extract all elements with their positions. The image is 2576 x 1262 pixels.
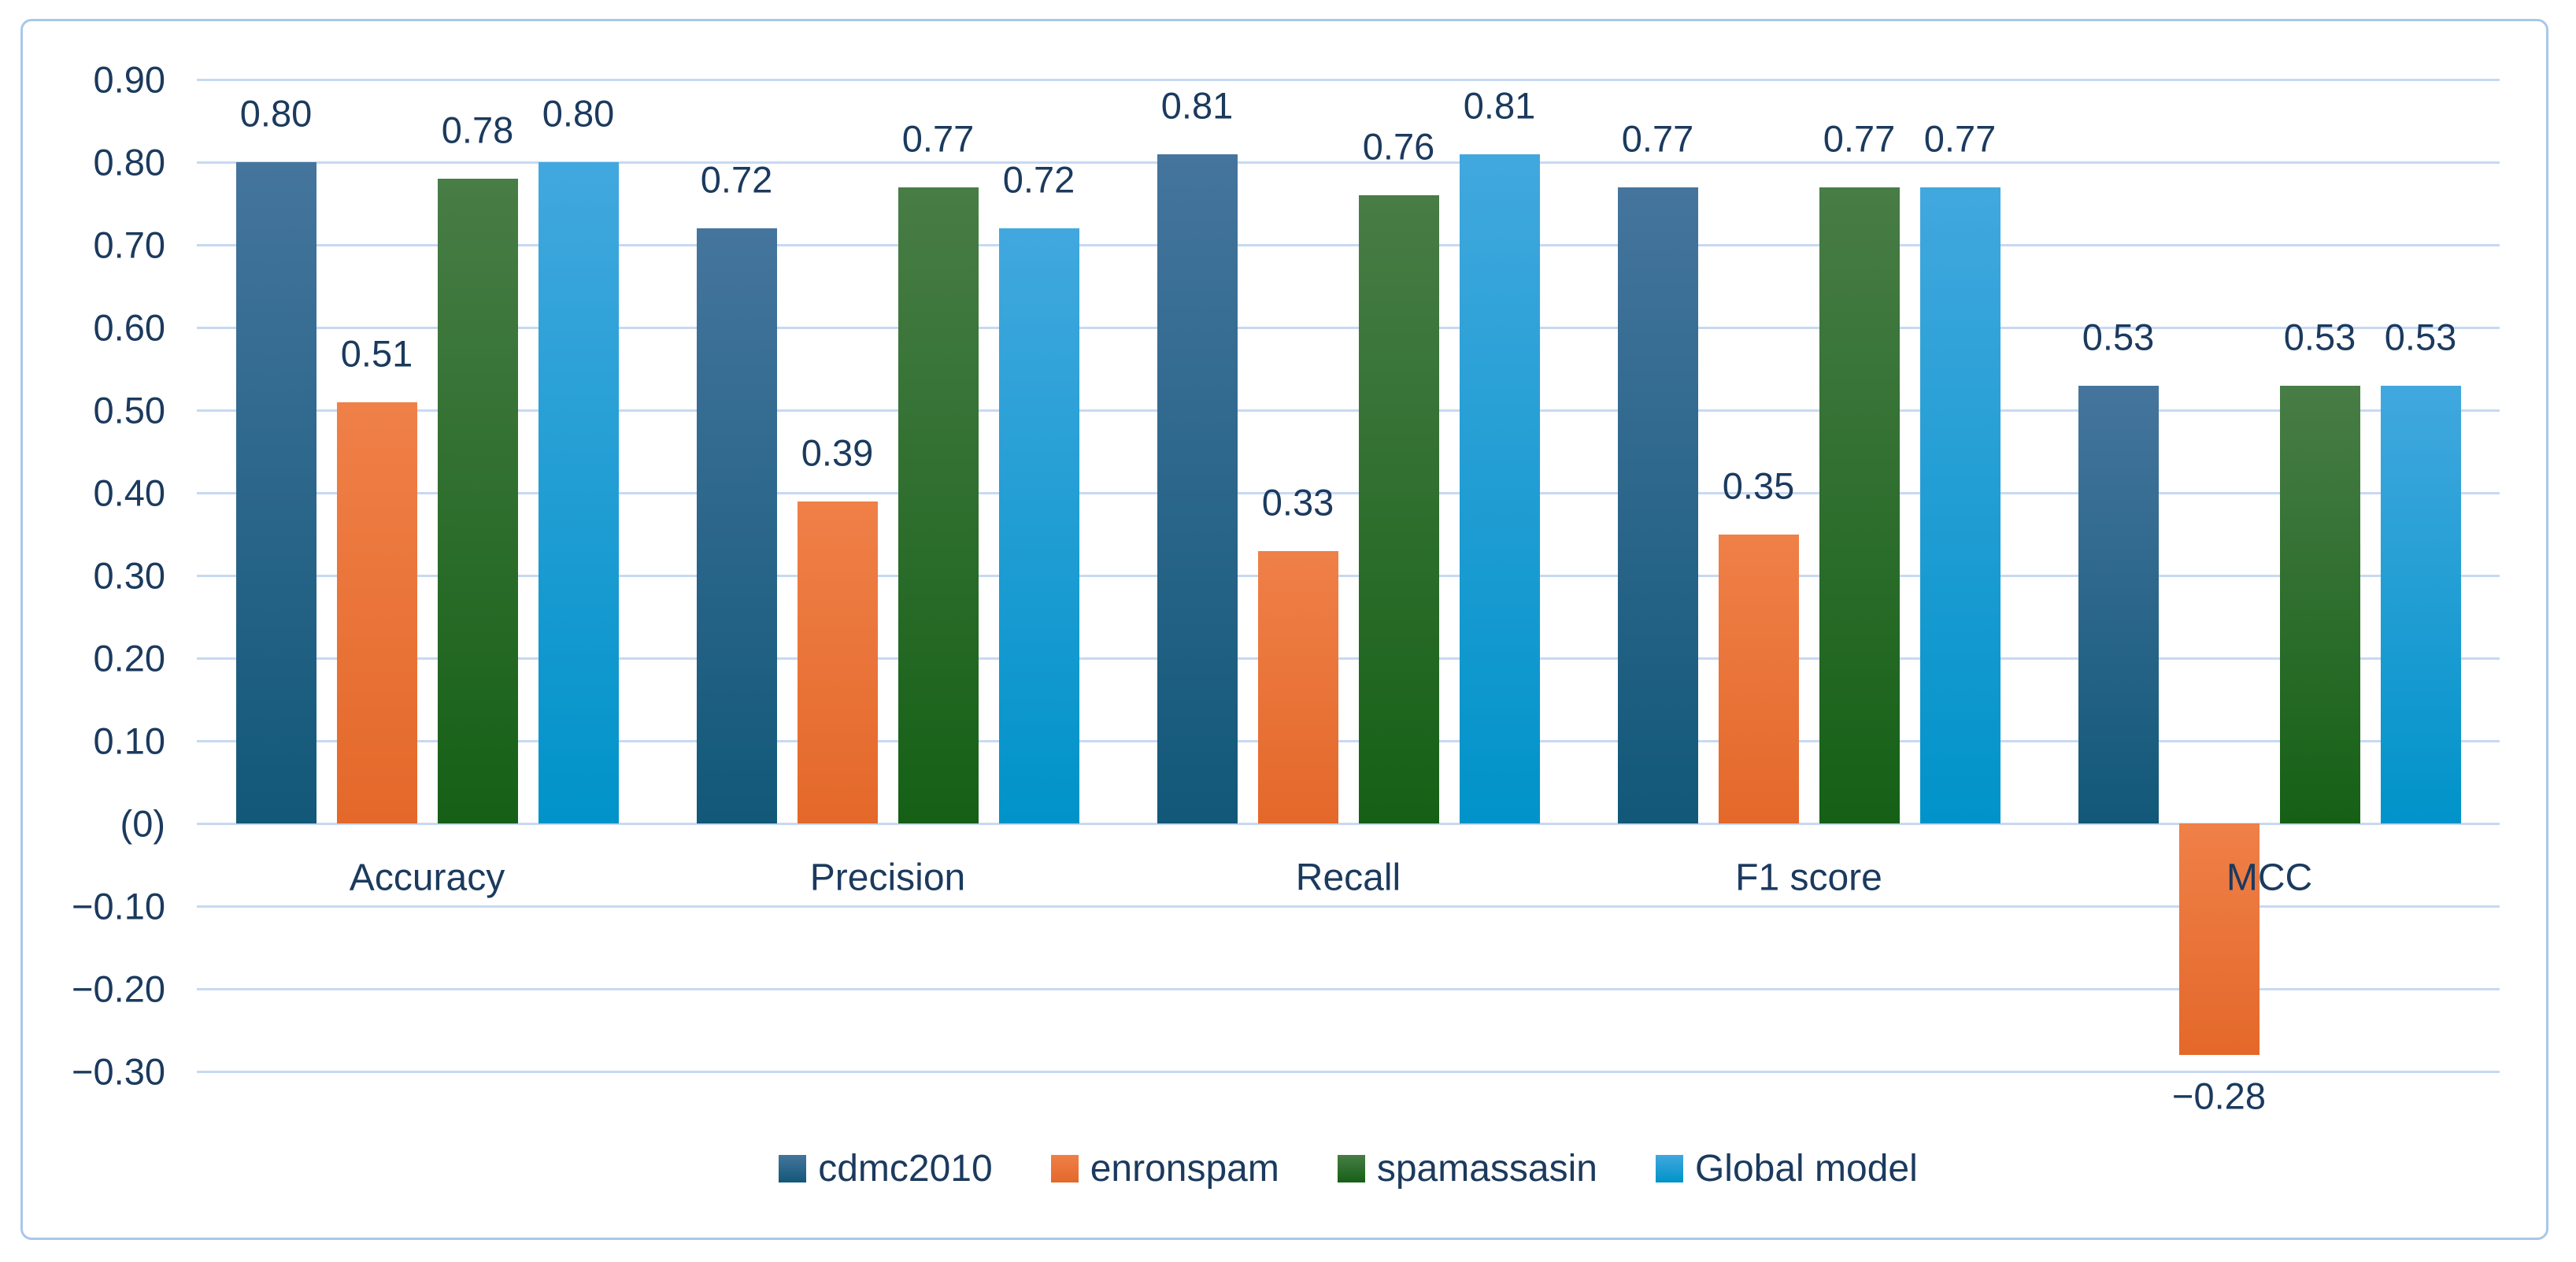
data-label-global-model-accuracy: 0.80 [542,92,615,135]
bar-global-model-recall [1459,154,1540,823]
y-tick-label: 0.10 [93,720,165,762]
data-label-cdmc2010-precision: 0.72 [700,158,773,201]
data-label-global-model-recall: 0.81 [1463,84,1536,126]
gridline [197,905,2500,908]
category-label-f1-score: F1 score [1735,857,1882,899]
y-tick-label: −0.30 [72,1050,165,1093]
y-tick-label: −0.20 [72,968,165,1010]
gridline [197,575,2500,577]
chart-frame-border [20,19,2548,1240]
data-label-enronspam-f1-score: 0.35 [1722,464,1795,506]
y-tick-label: 0.70 [93,224,165,266]
bar-enronspam-f1-score [1718,534,1799,823]
y-tick-label: 0.60 [93,306,165,349]
gridline [197,244,2500,246]
data-label-spamassasin-f1-score: 0.77 [1823,117,1896,159]
bar-global-model-mcc [2380,385,2461,823]
gridline [197,740,2500,742]
y-tick-label: 0.30 [93,554,165,597]
bar-cdmc2010-accuracy [235,162,316,823]
data-label-cdmc2010-mcc: 0.53 [2082,316,2155,357]
bar-spamassasin-f1-score [1819,187,1900,823]
gridline [197,492,2500,494]
y-tick-label: 0.20 [93,637,165,679]
legend-swatch-enronspam [1050,1154,1079,1182]
legend-item-global-model: Global model [1655,1147,1918,1190]
data-label-global-model-precision: 0.72 [1002,158,1075,201]
data-label-spamassasin-mcc: 0.53 [2283,316,2356,357]
legend-label-spamassasin: spamassasin [1376,1147,1597,1190]
y-tick-label: 0.80 [93,141,165,183]
data-label-enronspam-precision: 0.39 [801,431,874,473]
gridline [197,988,2500,990]
gridline [197,823,2500,825]
data-label-global-model-f1-score: 0.77 [1923,117,1997,159]
gridline [197,79,2500,81]
bar-cdmc2010-f1-score [1617,187,1698,823]
legend-swatch-global-model [1655,1154,1683,1182]
data-label-enronspam-accuracy: 0.51 [340,332,413,374]
legend: cdmc2010 enronspam spamassasin Global model [197,1143,2500,1194]
bar-global-model-accuracy [538,162,619,823]
bar-spamassasin-accuracy [437,179,518,823]
bar-spamassasin-mcc [2279,385,2360,823]
bar-cdmc2010-precision [696,228,777,823]
y-tick-label: 0.50 [93,389,165,431]
bar-enronspam-accuracy [336,402,417,823]
legend-item-spamassasin: spamassasin [1337,1147,1597,1190]
category-label-precision: Precision [809,857,966,899]
gridline [197,657,2500,660]
category-label-recall: Recall [1295,857,1401,899]
gridline [197,409,2500,412]
legend-label-global-model: Global model [1694,1147,1918,1190]
gridline [197,327,2500,329]
legend-swatch-cdmc2010 [779,1154,807,1182]
bar-global-model-f1-score [1919,187,2000,823]
data-label-global-model-mcc: 0.53 [2384,316,2457,357]
data-label-spamassasin-accuracy: 0.78 [441,109,514,151]
y-tick-label: 0.40 [93,472,165,514]
data-label-spamassasin-precision: 0.77 [901,117,975,159]
legend-item-enronspam: enronspam [1050,1147,1279,1190]
gridline [197,161,2500,164]
legend-label-enronspam: enronspam [1090,1147,1279,1190]
bar-enronspam-recall [1257,550,1338,823]
y-tick-label: −0.10 [72,885,165,927]
bar-cdmc2010-mcc [2078,385,2159,823]
y-tick-label: 0.90 [93,58,165,101]
bar-cdmc2010-recall [1157,154,1238,823]
legend-item-cdmc2010: cdmc2010 [779,1147,993,1190]
bar-enronspam-mcc [2178,823,2260,1055]
bar-spamassasin-recall [1358,195,1439,823]
data-label-cdmc2010-f1-score: 0.77 [1621,117,1694,159]
bar-spamassasin-precision [898,187,979,823]
data-label-spamassasin-recall: 0.76 [1362,125,1435,168]
data-label-cdmc2010-accuracy: 0.80 [239,92,313,135]
legend-swatch-spamassasin [1337,1154,1365,1182]
category-label-accuracy: Accuracy [349,857,505,899]
data-label-enronspam-mcc: −0.28 [2172,1075,2266,1117]
y-tick-label: (0) [120,802,165,845]
gridline [197,1071,2500,1073]
data-label-cdmc2010-recall: 0.81 [1160,84,1234,126]
data-label-enronspam-recall: 0.33 [1261,481,1334,523]
legend-label-cdmc2010: cdmc2010 [818,1147,993,1190]
category-label-mcc: MCC [2226,857,2313,899]
bar-global-model-precision [998,228,1079,823]
bar-enronspam-precision [797,501,878,823]
